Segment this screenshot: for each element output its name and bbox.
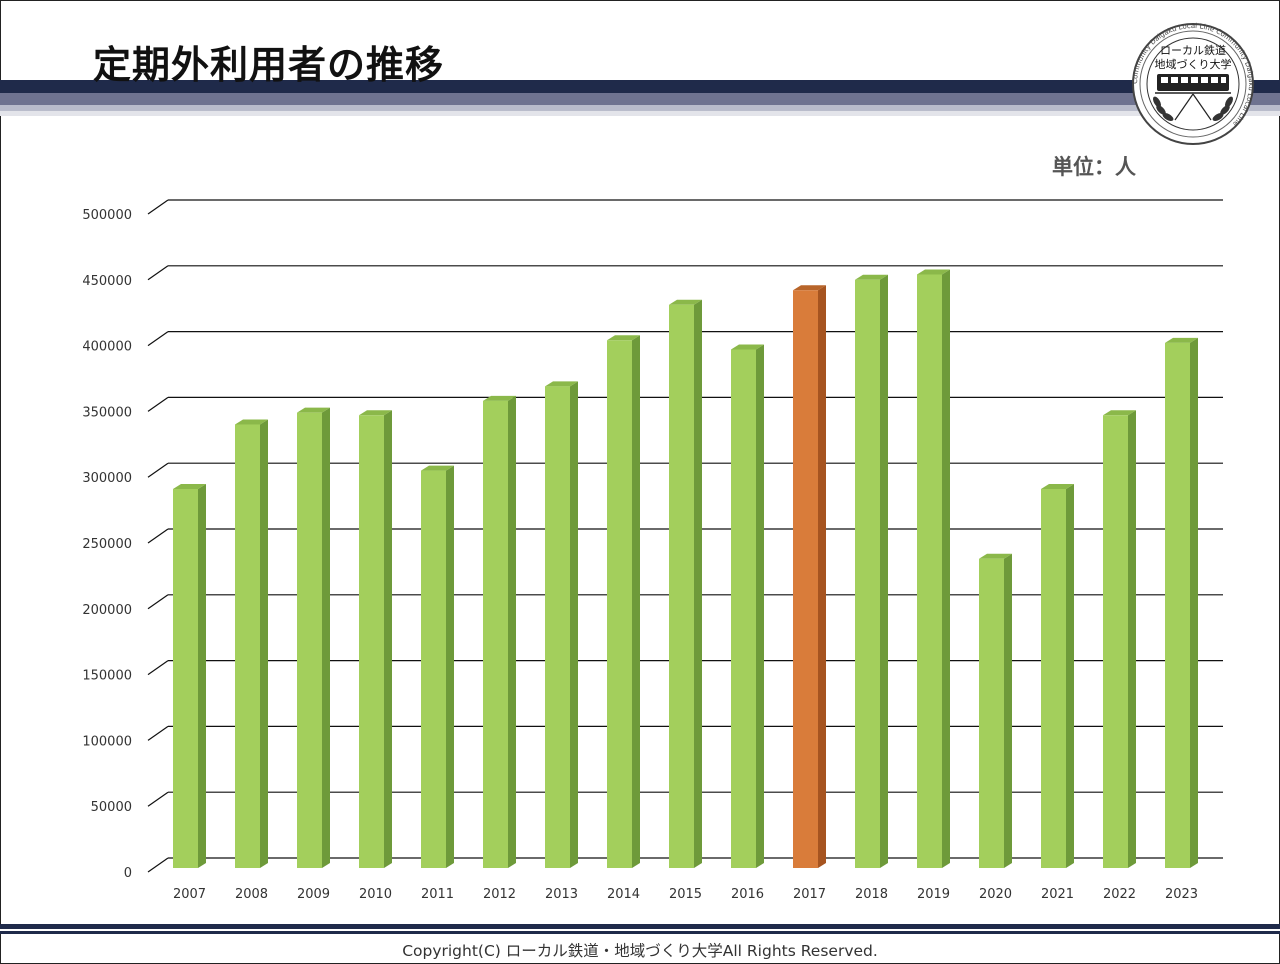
unit-label: 単位：人 (1052, 155, 1136, 179)
y-tick-label: 50000 (91, 800, 132, 815)
bar-2007 (173, 483, 206, 868)
x-tick-label: 2015 (669, 887, 702, 902)
bar-2009 (297, 407, 330, 868)
y-tick-label: 200000 (82, 603, 132, 618)
train-icon (1155, 74, 1231, 121)
laurel-icon (1153, 96, 1233, 121)
x-tick-label: 2021 (1041, 887, 1074, 902)
bar-2011 (421, 465, 454, 868)
bar-2010 (359, 410, 392, 868)
x-tick-label: 2007 (173, 887, 206, 902)
bar-2022 (1103, 410, 1136, 868)
x-tick-label: 2019 (917, 887, 950, 902)
y-tick-label: 150000 (82, 669, 132, 684)
y-tick-label: 0 (124, 866, 132, 881)
bar-2015 (669, 299, 702, 868)
bar-2012 (483, 395, 516, 868)
x-tick-label: 2009 (297, 887, 330, 902)
university-logo: ローカル鉄道 地域づくり大学 Community Daigaku Local L… (1131, 22, 1255, 145)
bar-2023 (1165, 337, 1198, 868)
y-tick-label: 100000 (82, 734, 132, 749)
y-tick-label: 350000 (82, 405, 132, 420)
bar-2016 (731, 344, 764, 869)
bar-2021 (1041, 483, 1074, 868)
x-tick-label: 2023 (1165, 887, 1198, 902)
bar-2014 (607, 335, 640, 868)
y-tick-label: 300000 (82, 471, 132, 486)
footer-band (0, 924, 1280, 934)
x-tick-label: 2020 (979, 887, 1012, 902)
y-tick-label: 250000 (82, 537, 132, 552)
bar-2020 (979, 553, 1012, 868)
gridline (147, 265, 1223, 281)
bar-2018 (855, 274, 888, 868)
x-tick-label: 2010 (359, 887, 392, 902)
copyright-text: Copyright(C) ローカル鉄道・地域づくり大学All Rights Re… (402, 942, 878, 960)
x-tick-label: 2011 (421, 887, 454, 902)
bar-2017 (793, 285, 826, 868)
x-tick-label: 2014 (607, 887, 640, 902)
x-tick-label: 2016 (731, 887, 764, 902)
x-tick-label: 2022 (1103, 887, 1136, 902)
bar-2008 (235, 419, 268, 868)
y-tick-label: 450000 (82, 274, 132, 289)
logo-line2: 地域づくり大学 (1155, 57, 1232, 71)
x-tick-label: 2013 (545, 887, 578, 902)
bar-2019 (917, 269, 950, 868)
x-tick-label: 2018 (855, 887, 888, 902)
logo-line1: ローカル鉄道 (1160, 43, 1226, 57)
y-tick-label: 400000 (82, 340, 132, 355)
x-tick-label: 2012 (483, 887, 516, 902)
x-tick-label: 2008 (235, 887, 268, 902)
x-tick-label: 2017 (793, 887, 826, 902)
page-title: 定期外利用者の推移 (93, 43, 445, 87)
header-band (0, 80, 1280, 116)
gridline (147, 199, 1223, 215)
y-tick-label: 500000 (82, 208, 132, 223)
bar-2013 (545, 381, 578, 868)
